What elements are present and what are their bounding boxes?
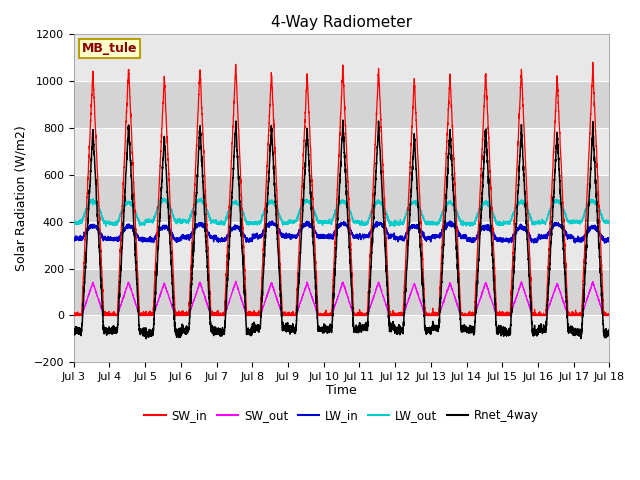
Bar [74,222,609,268]
Legend: SW_in, SW_out, LW_in, LW_out, Rnet_4way: SW_in, SW_out, LW_in, LW_out, Rnet_4way [140,405,543,427]
Text: MB_tule: MB_tule [82,42,138,55]
Bar [74,175,609,222]
Bar [74,81,609,128]
Title: 4-Way Radiometer: 4-Way Radiometer [271,15,412,30]
Bar [74,315,609,362]
Y-axis label: Solar Radiation (W/m2): Solar Radiation (W/m2) [15,125,28,271]
Bar [74,128,609,175]
X-axis label: Time: Time [326,384,357,396]
Bar [74,268,609,315]
Bar [74,34,609,81]
